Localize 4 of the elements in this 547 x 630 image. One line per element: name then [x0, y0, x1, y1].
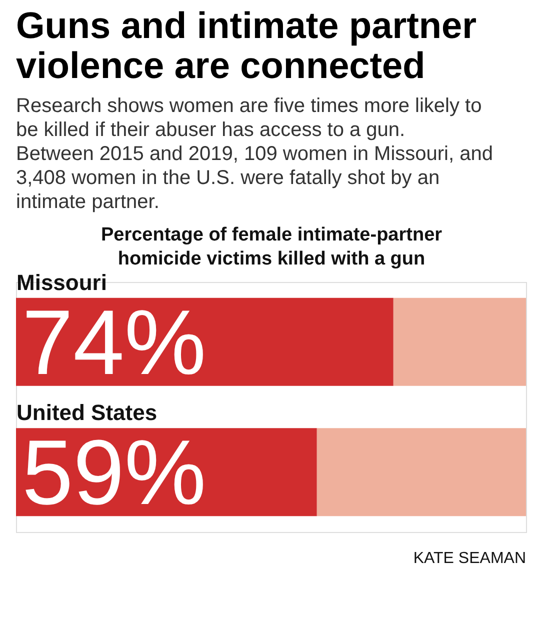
chart-subtitle: Research shows women are five times more likely to be killed if their abuser has access to a gun. Between 2015 and 2019, 109 women in Missouri, and 3,408 women in the U.S. were fatally shot by an intimate partner. — [16, 95, 493, 213]
text: KATE SEAMAN — [413, 550, 526, 567]
x-axis-title: Percentage of female intimate-partner homicide victims killed with a gun — [100, 224, 443, 270]
chart-title: Guns and intimate partner violence are connected — [16, 5, 477, 86]
